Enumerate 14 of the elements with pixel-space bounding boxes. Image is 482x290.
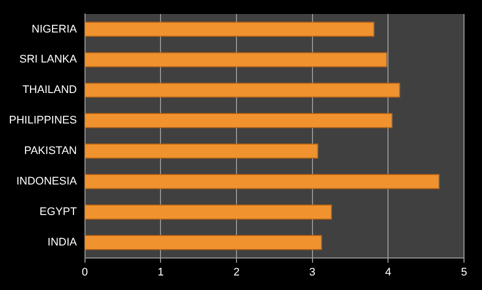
x-tick-label: 4 [385, 266, 392, 278]
y-tick-label: EGYPT [40, 206, 78, 218]
y-tick-label: NIGERIA [32, 23, 78, 36]
y-tick-label: INDONESIA [16, 176, 78, 188]
x-tick-label: 3 [309, 266, 316, 278]
x-tick-label: 0 [82, 266, 88, 278]
y-tick-label: PAKISTAN [24, 145, 77, 158]
y-tick-label: SRI LANKA [19, 54, 78, 66]
y-tick-label: THAILAND [22, 84, 77, 96]
x-tick-label: 2 [233, 266, 240, 278]
x-tick-label: 5 [460, 266, 468, 278]
y-tick-label: INDIA [48, 236, 78, 249]
y-tick-label: PHILIPPINES [9, 114, 77, 127]
x-tick-label: 1 [158, 266, 164, 278]
